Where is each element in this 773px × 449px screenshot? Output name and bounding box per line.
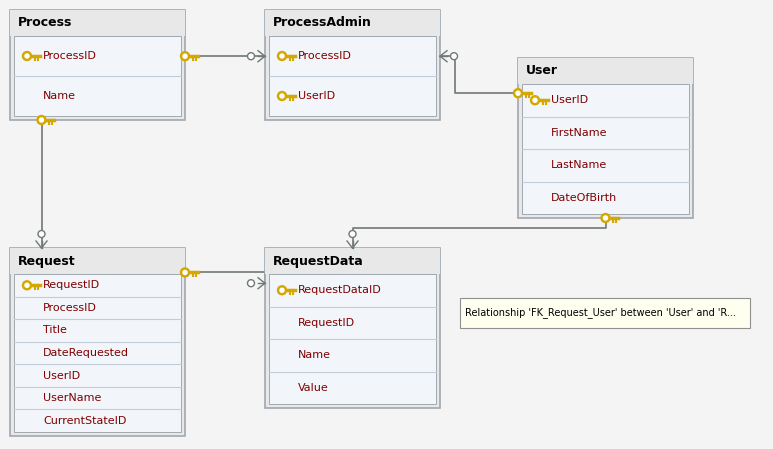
Ellipse shape xyxy=(247,280,254,287)
Bar xyxy=(518,58,693,218)
Text: RequestID: RequestID xyxy=(298,318,355,328)
Bar xyxy=(269,36,436,116)
Circle shape xyxy=(278,92,287,101)
Text: LastName: LastName xyxy=(551,160,608,170)
Text: Value: Value xyxy=(298,383,329,393)
Bar xyxy=(460,298,750,328)
Text: FirstName: FirstName xyxy=(551,128,608,138)
Circle shape xyxy=(280,288,284,292)
Text: Process: Process xyxy=(18,17,73,30)
Text: Name: Name xyxy=(298,350,331,360)
Circle shape xyxy=(533,98,537,102)
Text: ProcessID: ProcessID xyxy=(43,51,97,61)
Circle shape xyxy=(22,281,32,290)
Circle shape xyxy=(530,96,540,105)
Circle shape xyxy=(601,214,610,223)
Bar xyxy=(265,10,440,36)
Text: Name: Name xyxy=(43,91,76,101)
Text: RequestID: RequestID xyxy=(43,280,100,291)
Circle shape xyxy=(39,118,43,122)
Bar xyxy=(10,10,185,120)
Circle shape xyxy=(25,54,29,58)
Ellipse shape xyxy=(451,53,458,60)
Circle shape xyxy=(604,216,608,220)
Bar xyxy=(265,248,440,408)
Bar xyxy=(265,248,440,274)
Circle shape xyxy=(37,115,46,124)
Text: RequestDataID: RequestDataID xyxy=(298,285,382,295)
Ellipse shape xyxy=(349,230,356,238)
Circle shape xyxy=(181,52,189,61)
Text: DateRequested: DateRequested xyxy=(43,348,129,358)
Bar xyxy=(10,248,185,436)
Bar xyxy=(269,274,436,404)
Bar xyxy=(522,84,689,214)
Circle shape xyxy=(513,89,523,98)
Circle shape xyxy=(280,94,284,98)
Text: Relationship 'FK_Request_User' between 'User' and 'R...: Relationship 'FK_Request_User' between '… xyxy=(465,308,736,318)
Ellipse shape xyxy=(38,230,45,238)
Circle shape xyxy=(278,286,287,295)
Bar xyxy=(14,36,181,116)
Text: UserID: UserID xyxy=(551,95,588,105)
Text: CurrentStateID: CurrentStateID xyxy=(43,416,126,426)
Ellipse shape xyxy=(247,53,254,60)
Bar xyxy=(518,58,693,84)
Text: RequestData: RequestData xyxy=(273,255,364,268)
Text: UserName: UserName xyxy=(43,393,101,403)
Bar xyxy=(14,274,181,432)
Bar xyxy=(10,248,185,274)
Text: Request: Request xyxy=(18,255,76,268)
Circle shape xyxy=(181,268,189,277)
Bar xyxy=(10,10,185,36)
Text: DateOfBirth: DateOfBirth xyxy=(551,193,618,203)
Text: User: User xyxy=(526,65,558,78)
Circle shape xyxy=(183,54,187,58)
Circle shape xyxy=(183,270,187,274)
Circle shape xyxy=(280,54,284,58)
Text: ProcessID: ProcessID xyxy=(43,303,97,313)
Text: UserID: UserID xyxy=(43,370,80,381)
Circle shape xyxy=(278,52,287,61)
Text: ProcessID: ProcessID xyxy=(298,51,352,61)
Circle shape xyxy=(516,91,520,95)
Circle shape xyxy=(22,52,32,61)
Circle shape xyxy=(25,283,29,287)
Text: UserID: UserID xyxy=(298,91,335,101)
Bar xyxy=(265,10,440,120)
Text: Title: Title xyxy=(43,326,67,335)
Text: ProcessAdmin: ProcessAdmin xyxy=(273,17,372,30)
